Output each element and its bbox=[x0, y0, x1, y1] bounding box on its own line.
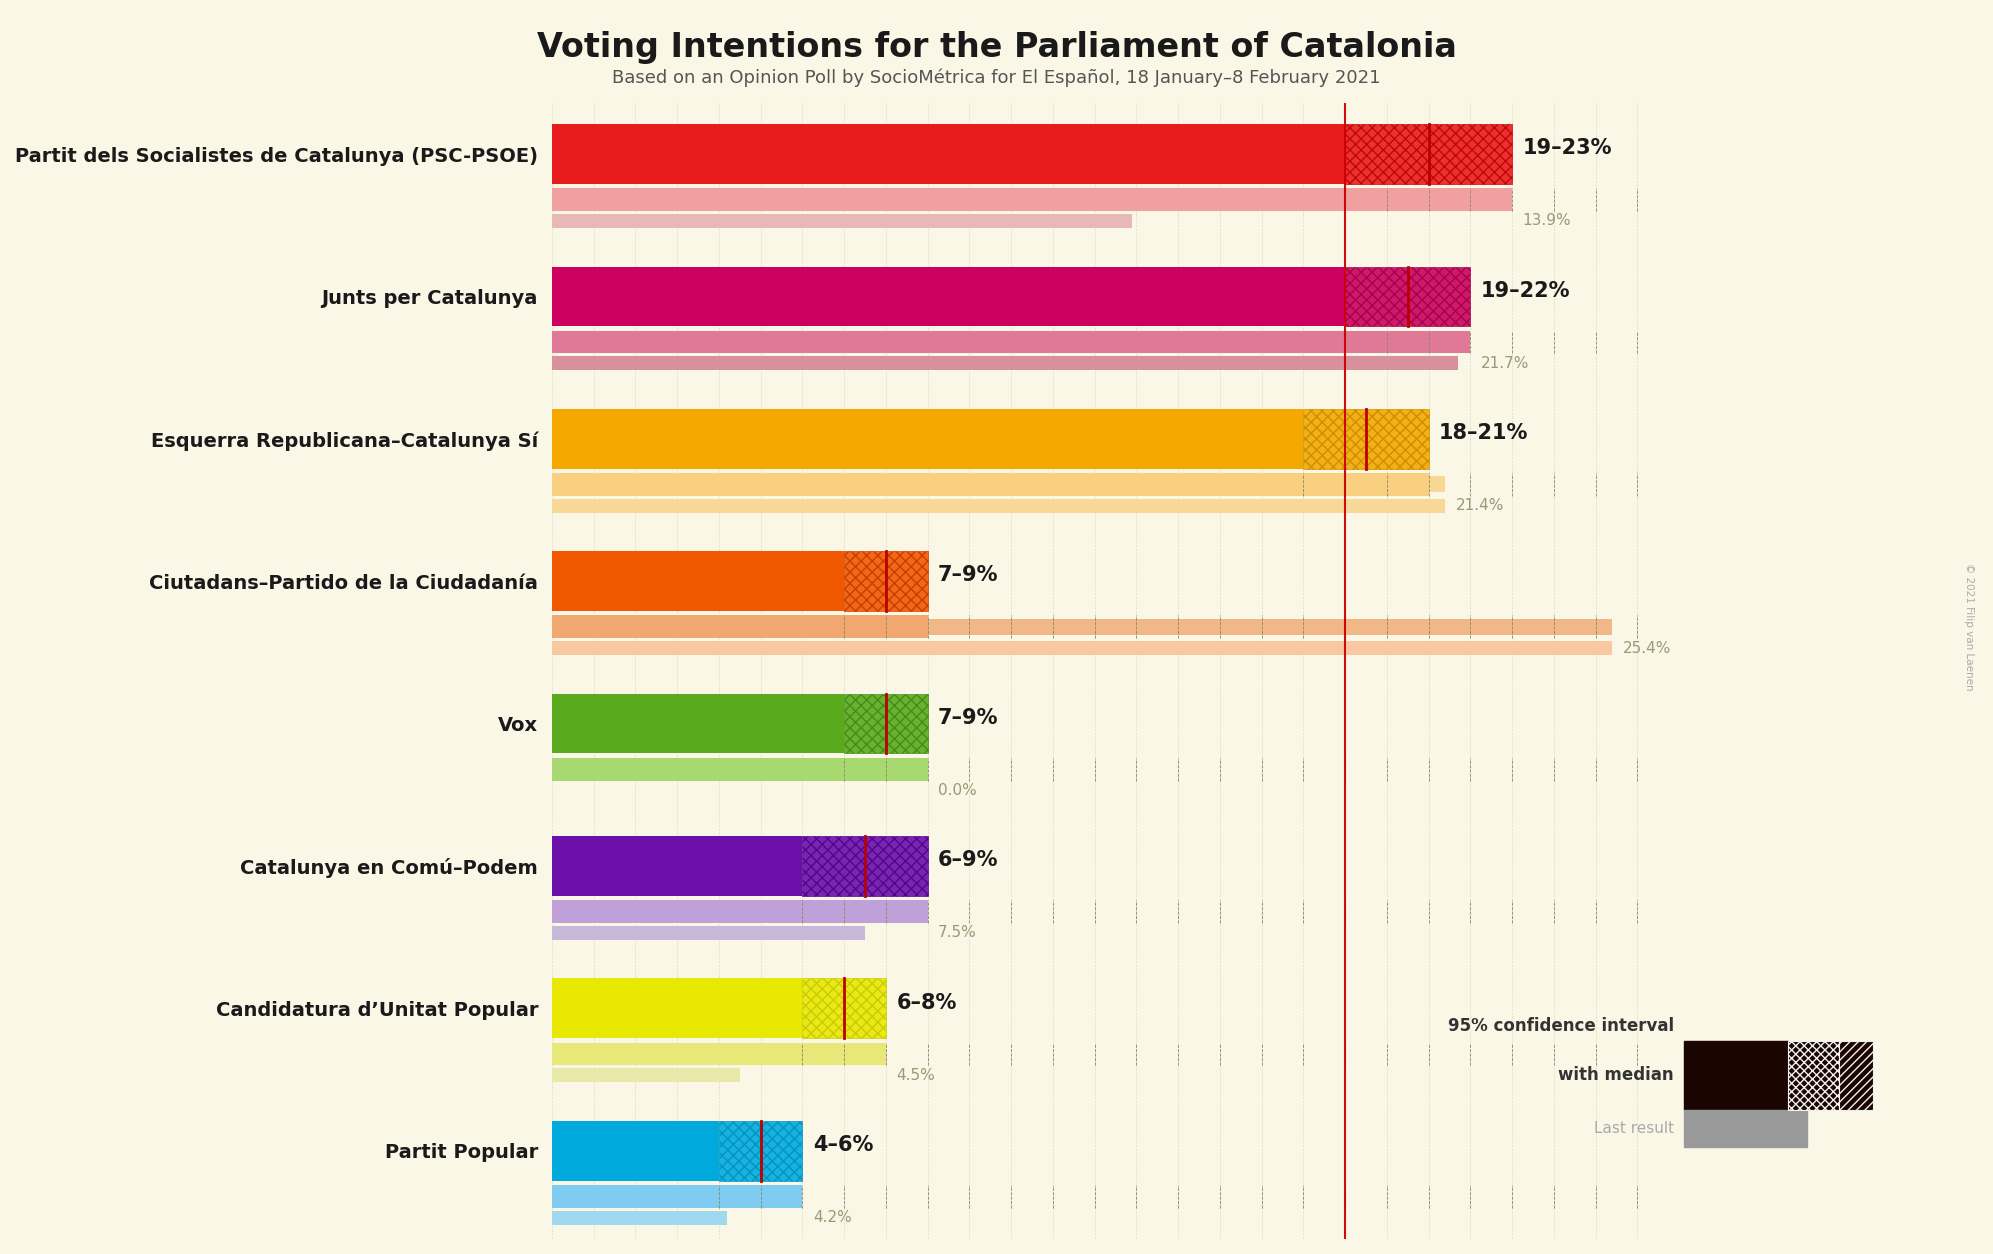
Bar bbox=[552, 1068, 739, 1082]
Text: 4.2%: 4.2% bbox=[813, 1210, 851, 1225]
Bar bbox=[803, 978, 885, 1038]
Bar bbox=[1345, 267, 1471, 326]
Bar bbox=[552, 473, 1429, 495]
Bar bbox=[845, 552, 927, 611]
Bar bbox=[552, 1185, 803, 1208]
Bar bbox=[1303, 409, 1429, 469]
Text: 7–9%: 7–9% bbox=[939, 707, 998, 727]
Bar bbox=[552, 836, 803, 895]
Text: 13.9%: 13.9% bbox=[1523, 213, 1570, 228]
Bar bbox=[552, 356, 1457, 370]
Text: Based on an Opinion Poll by SocioMétrica for El Español, 18 January–8 February 2: Based on an Opinion Poll by SocioMétrica… bbox=[612, 69, 1381, 88]
Bar bbox=[552, 757, 927, 780]
Text: 18–21%: 18–21% bbox=[1439, 423, 1529, 443]
Bar bbox=[803, 836, 927, 895]
Text: 7–9%: 7–9% bbox=[939, 566, 998, 586]
Text: © 2021 Filip van Laenen: © 2021 Filip van Laenen bbox=[1963, 563, 1975, 691]
Text: 21.4%: 21.4% bbox=[1455, 498, 1505, 513]
Bar bbox=[552, 693, 845, 754]
Bar bbox=[552, 552, 845, 611]
Bar bbox=[719, 1121, 803, 1180]
Text: 21.7%: 21.7% bbox=[1481, 356, 1529, 371]
Text: 7.5%: 7.5% bbox=[939, 925, 977, 940]
Bar bbox=[1429, 477, 1445, 493]
Bar bbox=[845, 693, 927, 754]
Text: 19–22%: 19–22% bbox=[1481, 281, 1570, 301]
Bar bbox=[552, 499, 1445, 513]
Bar bbox=[552, 1121, 719, 1180]
Text: 19–23%: 19–23% bbox=[1523, 138, 1612, 158]
Text: 25.4%: 25.4% bbox=[1622, 641, 1670, 656]
Bar bbox=[552, 978, 803, 1038]
Bar bbox=[552, 1210, 727, 1225]
Text: 6–9%: 6–9% bbox=[939, 850, 998, 870]
Bar bbox=[552, 124, 1345, 184]
Text: 0.0%: 0.0% bbox=[939, 782, 977, 798]
Text: with median: with median bbox=[1559, 1066, 1674, 1085]
Bar bbox=[552, 409, 1303, 469]
Bar bbox=[927, 618, 1612, 635]
Bar bbox=[1345, 124, 1513, 184]
Bar bbox=[552, 616, 927, 638]
Bar bbox=[552, 925, 865, 940]
Text: 95% confidence interval: 95% confidence interval bbox=[1449, 1017, 1674, 1035]
Text: Voting Intentions for the Parliament of Catalonia: Voting Intentions for the Parliament of … bbox=[536, 31, 1457, 64]
Bar bbox=[552, 214, 1132, 228]
Bar bbox=[552, 188, 1513, 211]
Text: 4–6%: 4–6% bbox=[813, 1135, 873, 1155]
Bar bbox=[552, 267, 1345, 326]
Text: 4.5%: 4.5% bbox=[897, 1067, 935, 1082]
Bar bbox=[552, 641, 1612, 656]
Text: 6–8%: 6–8% bbox=[897, 993, 957, 1013]
Bar bbox=[552, 900, 927, 923]
Bar bbox=[552, 1042, 885, 1066]
Bar bbox=[552, 331, 1471, 354]
Text: Last result: Last result bbox=[1594, 1121, 1674, 1136]
